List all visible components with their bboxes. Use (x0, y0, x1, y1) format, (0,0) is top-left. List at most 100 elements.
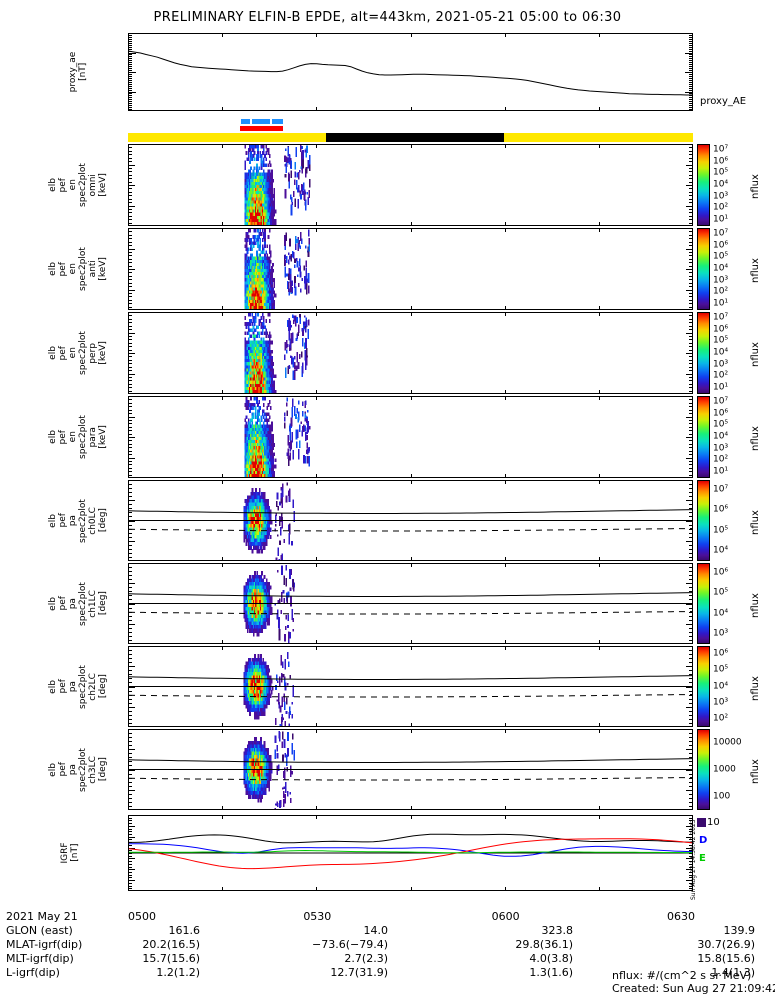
ylabel-word: en (68, 263, 78, 275)
x-tick-label: 0500 (128, 910, 156, 923)
ylabel-word: ch2LC (88, 672, 98, 701)
colorbar-unit-label: nflux (750, 258, 761, 283)
colorbar-tick-label: 10¹ (713, 214, 729, 225)
ylabel-word: elb (48, 346, 58, 360)
energy-colorbar-1 (697, 228, 710, 310)
ylabel-word: pef (58, 762, 68, 777)
ylabel-word: [nT] (78, 62, 88, 82)
colorbar-tick-label: 10⁷ (713, 228, 729, 239)
proxy-ae-ylabel-stack: proxy_ae [nT] (68, 52, 88, 93)
pa-colorbar-3 (697, 729, 710, 810)
status-blue-segment-2 (272, 119, 283, 124)
energy-panel-2 (128, 312, 693, 394)
energy-colorbar-2 (697, 312, 710, 394)
colorbar-tick-label: 10⁷ (713, 484, 729, 495)
colorbar-tick-label: 10³ (713, 359, 729, 370)
footer-cell: −73.6(−79.4) (311, 938, 388, 951)
created-note: Created: Sun Aug 27 21:09:42 2023 (612, 982, 775, 995)
footer-cell: 2.7(2.3) (344, 952, 388, 965)
footer-cell: 15.8(15.6) (697, 952, 755, 965)
colorbar-unit-label: nflux (750, 758, 761, 784)
ylabel-word: [keV] (98, 173, 108, 197)
colorbar-tick-label: 10⁴ (713, 431, 729, 442)
colorbar-tick-label: 10⁶ (713, 648, 729, 659)
colorbar-unit-label: nflux (750, 342, 761, 367)
ylabel-word: anti (88, 260, 98, 278)
energy-panel-ylabel-3: elb pef en spec2plot para [keV] (48, 415, 108, 459)
ylabel-word: en (68, 179, 78, 191)
energy-panel-0 (128, 144, 693, 226)
ylabel-word: elb (48, 513, 58, 528)
colorbar-tick-label: 10⁴ (713, 545, 729, 556)
energy-panel-1 (128, 228, 693, 310)
proxy-ae-ticks (128, 33, 693, 111)
colorbar-tick-label: 10⁷ (713, 396, 729, 407)
ylabel-word: spec2plot (78, 331, 88, 375)
footer-row-label: 2021 May 21 (6, 910, 78, 923)
proxy-ae-trace (129, 50, 692, 96)
colorbar-tick-label: 10⁵ (713, 525, 729, 536)
colorbar-tick-label: 10⁶ (713, 156, 729, 167)
pa-colorbar-0 (697, 480, 710, 561)
ylabel-word: elb (48, 762, 58, 777)
igrf-ylabel-stack: IGRF [nT] (60, 842, 80, 863)
pa-panel-ticks-0 (128, 480, 693, 561)
ylabel-word: pa (68, 514, 78, 527)
pa-panel-ylabel-0: elb pef pa spec2plot ch0LC [deg] (48, 499, 108, 543)
ylabel-word: pa (68, 763, 78, 776)
pa-panel-ylabel-3: elb pef pa spec2plot ch3LC [deg] (48, 748, 108, 792)
ylabel-word: [deg] (98, 674, 108, 699)
pa-spectrogram-2 (129, 651, 692, 726)
colorbar-tick-label: 10² (713, 454, 729, 465)
footer-row-label: GLON (east) (6, 924, 73, 937)
colorbar-tick-label: 10⁴ (713, 179, 729, 190)
footer-cell: 139.9 (723, 924, 756, 937)
colorbar-tick-label: 10⁶ (713, 567, 729, 578)
colorbar-tick-label: 10⁵ (713, 664, 729, 675)
pa-spectrogram-1 (129, 565, 692, 643)
x-tick-label: 0530 (303, 910, 332, 923)
colorbar-tick-label: 10⁵ (713, 335, 729, 346)
colorbar-tick-label: 10² (713, 286, 729, 297)
igrf-legend-swatch (697, 818, 706, 827)
ylabel-word: spec2plot (78, 163, 88, 207)
footer-cell: 20.2(16.5) (142, 938, 200, 951)
ylabel-word: elb (48, 679, 58, 694)
colorbar-tick-label: 10⁷ (713, 312, 729, 323)
colorbar-tick-label: 10⁴ (713, 347, 729, 358)
colorbar-tick-label: 10³ (713, 191, 729, 202)
igrf-traces (129, 833, 692, 870)
colorbar-tick-label: 10⁶ (713, 504, 729, 515)
colorbar-unit-label: nflux (750, 675, 761, 701)
ylabel-word: ch0LC (88, 506, 98, 535)
colorbar-unit-label: nflux (750, 426, 761, 451)
energy-spectrogram-3 (244, 397, 311, 477)
colorbar-unit-label: nflux (750, 509, 761, 535)
colorbar-tick-label: 10⁴ (713, 681, 729, 691)
energy-panel-ylabel-1: elb pef en spec2plot anti [keV] (48, 247, 108, 291)
ylabel-word: spec2plot (78, 664, 88, 709)
footer-cell: 1.3(1.6) (529, 966, 573, 979)
ylabel-word: pef (58, 596, 68, 611)
igrf-legend-item-10: 10 (707, 817, 720, 828)
igrf-legend-item-E: E (699, 853, 706, 864)
energy-colorbar-3 (697, 396, 710, 478)
status-blue-segment-1 (252, 119, 270, 124)
colorbar-tick-label: 10² (713, 202, 729, 213)
ylabel-word: omni (88, 173, 98, 197)
footer-cell: 29.8(36.1) (515, 938, 573, 951)
energy-panel-ticks-3 (128, 396, 693, 478)
colorbar-tick-label: 10⁵ (713, 587, 729, 598)
ylabel-word: elb (48, 596, 58, 611)
colorbar-tick-label: 10² (713, 713, 729, 724)
colorbar-tick-label: 10⁵ (713, 251, 729, 262)
ylabel-word: para (88, 426, 98, 448)
footer-row-label: MLT-igrf(dip) (6, 952, 74, 965)
ylabel-word: en (68, 347, 78, 359)
footer-cell: 15.7(15.6) (142, 952, 200, 965)
x-tick-label: 0600 (491, 910, 520, 923)
ylabel-word: ch1LC (88, 589, 98, 618)
ylabel-word: pa (68, 680, 78, 693)
ylabel-word: [deg] (98, 757, 108, 782)
energy-panel-ylabel-2: elb pef en spec2plot perp [keV] (48, 331, 108, 375)
